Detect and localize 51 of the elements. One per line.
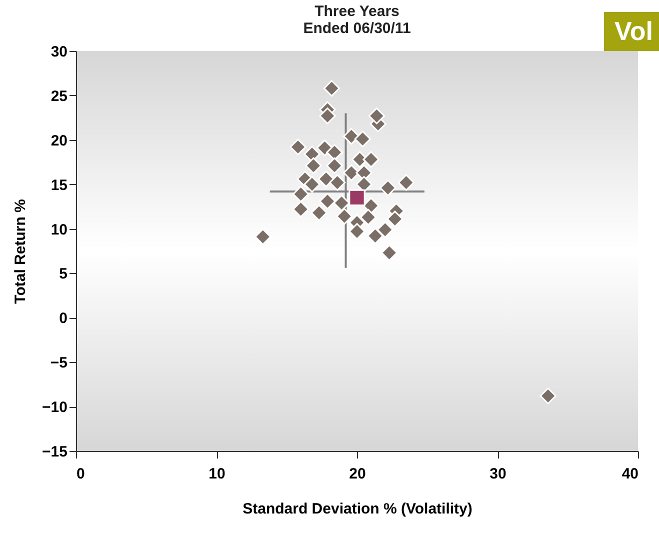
point [323,80,340,97]
point [368,108,386,124]
point [348,223,366,240]
point [343,128,360,145]
x-tick-label: 0 [76,466,85,482]
point [310,204,328,222]
point [319,192,336,210]
x-axis-title: Standard Deviation % (Volatility) [242,500,472,518]
point [376,221,394,238]
y-axis-title: Total Return % [12,199,30,304]
y-tick-label: 25 [50,88,68,105]
point [326,157,343,174]
point [290,138,306,156]
point [348,189,366,206]
y-tick-label: 20 [50,132,68,150]
text: Vol [604,12,659,51]
point [333,194,350,212]
point [398,174,415,191]
x-tick-label: 20 [349,466,366,482]
point [292,200,310,218]
point [356,176,372,193]
point [366,228,384,244]
point [328,174,346,191]
chart-title: Three Years [314,3,400,20]
x-tick-label: 40 [622,466,638,482]
point [362,151,380,168]
point [386,210,404,228]
point [305,157,322,174]
y-tick-label: 30 [50,44,68,60]
point [326,144,343,161]
point [254,228,272,246]
point [380,180,396,196]
y-tick-label: −15 [42,444,68,460]
y-tick-label: −10 [42,399,68,416]
point [319,108,336,124]
point [304,176,320,193]
point [540,388,556,404]
point [380,244,398,262]
point [336,208,353,225]
chart-subtitle: Ended 06/30/11 [303,20,411,37]
point [360,208,377,226]
point [318,170,334,188]
y-tick-label: 15 [50,176,68,194]
x-tick-label: 10 [208,466,226,482]
point [354,130,371,148]
y-tick-label: 5 [59,266,68,283]
y-tick-label: 10 [50,221,68,238]
point [292,186,310,202]
y-tick-label: −5 [50,354,68,372]
x-tick-label: 30 [490,466,506,482]
y-tick-label: 0 [59,310,68,328]
